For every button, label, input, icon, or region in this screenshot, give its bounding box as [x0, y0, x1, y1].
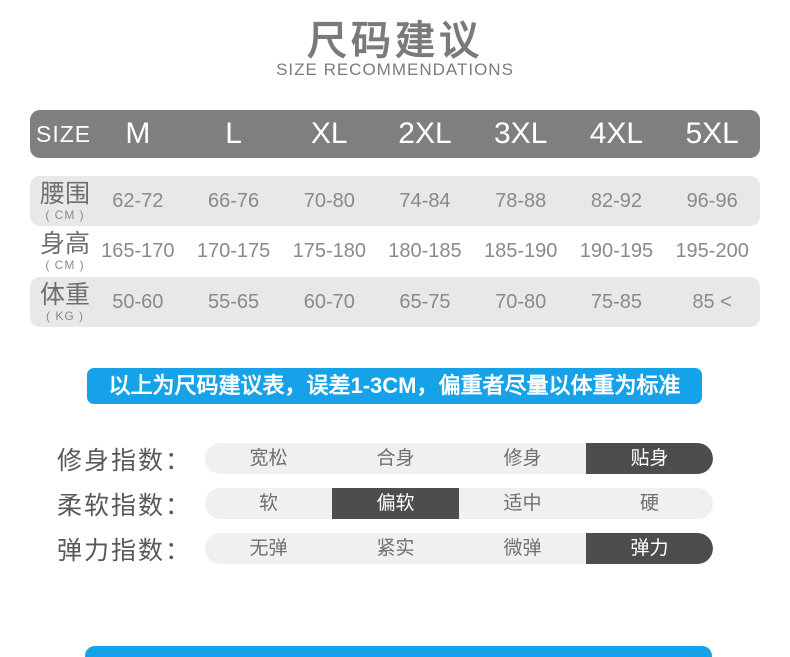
row-label-text: 身高: [40, 229, 91, 258]
row-label-height: 身高 ( CM ): [30, 229, 91, 272]
index-option: 修身: [503, 448, 542, 469]
row-unit-text: ( CM ): [45, 257, 85, 272]
header-cell-2xl: 2XL: [398, 117, 452, 150]
size-cell: 170-175: [196, 239, 271, 262]
index-option: 微弹: [503, 538, 542, 559]
index-option: 无弹: [249, 538, 288, 559]
size-cell: 60-70: [303, 290, 355, 313]
header-cell-size: SIZE: [36, 120, 92, 147]
table-row-height: 身高 ( CM ) 165-170 170-175 175-180 180-18…: [30, 226, 760, 276]
bottom-banner-edge: [85, 646, 712, 657]
size-cell: 85 <: [692, 290, 732, 313]
row-label-weight: 体重 ( KG ): [30, 280, 91, 323]
row-unit-text: ( KG ): [46, 308, 84, 323]
index-option: 合身: [376, 448, 415, 469]
index-option: 弹力: [586, 533, 713, 564]
header-cell-3xl: 3XL: [494, 117, 548, 150]
size-cell: 165-170: [101, 239, 175, 262]
index-option: 紧实: [376, 538, 415, 559]
size-cell: 50-60: [112, 290, 164, 313]
size-table-header: SIZE M L XL 2XL 3XL 4XL 5XL: [30, 110, 760, 158]
size-cell: 82-92: [590, 189, 642, 212]
row-label-text: 体重: [40, 280, 91, 309]
index-option: 偏软: [332, 488, 459, 519]
size-cell: 180-185: [388, 239, 462, 262]
row-label-waist: 腰围 ( CM ): [30, 179, 91, 222]
elasticity-index-row: 弹力指数： 无弹 紧实 微弹 弹力: [0, 533, 790, 565]
size-cell: 78-88: [495, 189, 547, 212]
size-cell: 75-85: [590, 290, 642, 313]
index-option: 贴身: [586, 443, 713, 474]
softness-index-row: 柔软指数： 软 偏软 适中 硬: [0, 488, 790, 520]
size-cell: 70-80: [495, 290, 547, 313]
size-cell: 175-180: [292, 239, 366, 262]
index-option: 软: [258, 493, 278, 514]
index-option: 硬: [639, 493, 659, 514]
table-row-waist: 腰围 ( CM ) 62-72 66-76 70-80 74-84 78-88 …: [30, 176, 760, 226]
elasticity-index-label: 弹力指数：: [57, 536, 193, 565]
row-label-text: 腰围: [40, 179, 91, 208]
header-cell-4xl: 4XL: [589, 117, 644, 150]
index-option: 宽松: [249, 448, 288, 469]
fit-index-row: 修身指数： 宽松 合身 修身 贴身: [0, 443, 790, 475]
page-subtitle: SIZE RECOMMENDATIONS: [276, 60, 514, 79]
size-cell: 55-65: [207, 290, 260, 313]
softness-index-bar: 软 偏软 适中 硬: [205, 488, 713, 519]
header-cell-xl: XL: [310, 117, 348, 150]
size-cell: 62-72: [112, 189, 164, 212]
size-cell: 190-195: [579, 239, 654, 262]
softness-index-label: 柔软指数：: [57, 491, 193, 520]
size-cell: 96-96: [686, 189, 738, 212]
header-cell-m: M: [125, 117, 151, 150]
size-cell: 195-200: [675, 239, 749, 262]
size-cell: 65-75: [399, 290, 451, 313]
fit-index-label: 修身指数：: [57, 446, 193, 475]
size-cell: 74-84: [399, 189, 451, 212]
size-cell: 70-80: [303, 189, 355, 212]
table-row-weight: 体重 ( KG ) 50-60 55-65 60-70 65-75 70-80 …: [30, 277, 760, 327]
page-title: 尺码建议: [307, 19, 483, 63]
size-cell: 185-190: [484, 239, 558, 262]
row-unit-text: ( CM ): [45, 207, 85, 222]
notice-banner: 以上为尺码建议表，误差1-3CM，偏重者尽量以体重为标准: [87, 368, 702, 404]
index-option: 适中: [503, 493, 542, 514]
fit-index-bar: 宽松 合身 修身 贴身: [205, 443, 713, 474]
header-cell-5xl: 5XL: [685, 117, 739, 150]
header-cell-l: L: [225, 117, 242, 150]
size-cell: 66-76: [207, 189, 260, 212]
elasticity-index-bar: 无弹 紧实 微弹 弹力: [205, 533, 713, 564]
